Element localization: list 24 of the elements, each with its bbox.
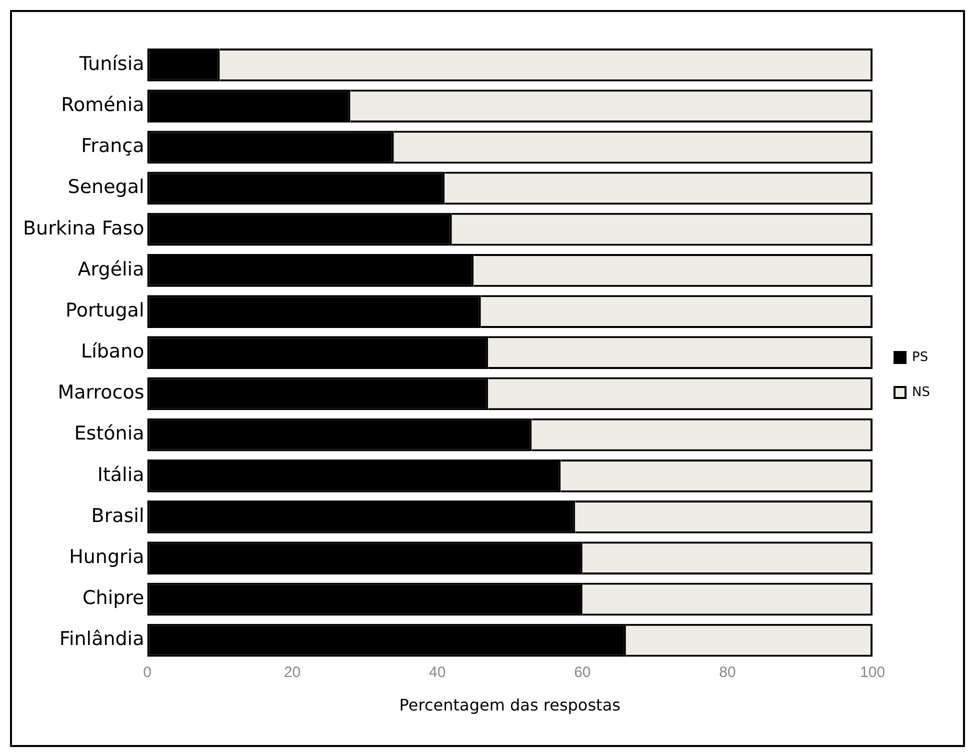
y-tick-label: Hungria bbox=[69, 546, 144, 568]
x-tick-label: 40 bbox=[429, 664, 446, 681]
x-tick-label: 60 bbox=[574, 664, 591, 681]
y-tick-label: Chipre bbox=[82, 587, 144, 610]
y-tick-label: Brasil bbox=[91, 504, 144, 527]
legend-label: PS bbox=[912, 350, 928, 365]
x-tick-label: 100 bbox=[860, 664, 886, 681]
y-tick-label: Argélia bbox=[78, 258, 144, 280]
y-tick-label: Burkina Faso bbox=[22, 217, 144, 240]
x-tick-label: 20 bbox=[284, 664, 301, 681]
legend-label: NS bbox=[912, 384, 930, 400]
y-tick-label: Tunísia bbox=[78, 52, 144, 75]
y-tick-label: Senegal bbox=[68, 176, 144, 198]
y-tick-label: Finlândia bbox=[59, 628, 144, 650]
y-tick-label: Marrocos bbox=[58, 382, 144, 404]
y-tick-label: Estónia bbox=[74, 422, 144, 445]
y-tick-label: Itália bbox=[97, 464, 144, 486]
x-tick-label: 80 bbox=[719, 664, 736, 681]
x-axis-title: Percentagem das respostas bbox=[399, 696, 620, 715]
y-tick-label: Líbano bbox=[81, 340, 144, 363]
y-tick-label: França bbox=[81, 135, 144, 158]
x-tick-label: 0 bbox=[143, 664, 152, 681]
y-tick-label: Roménia bbox=[61, 94, 144, 116]
y-tick-label: Portugal bbox=[66, 299, 144, 322]
